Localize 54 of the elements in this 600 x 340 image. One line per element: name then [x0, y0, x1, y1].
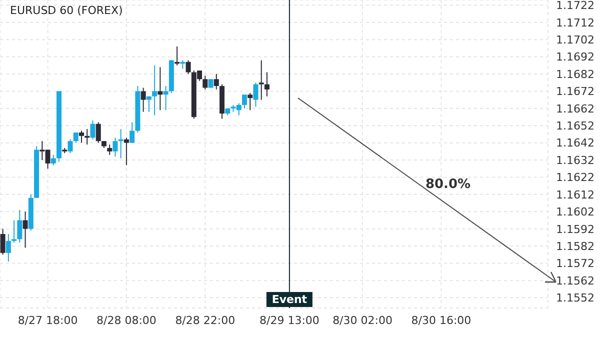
- candlestick: [202, 75, 208, 90]
- x-tick-label: 8/29 13:00: [260, 314, 320, 327]
- y-tick-label: 1.1672: [556, 85, 594, 98]
- y-tick-label: 1.1552: [556, 292, 594, 305]
- y-tick-label: 1.1582: [556, 240, 594, 253]
- y-tick-label: 1.1602: [556, 206, 594, 219]
- chart-title: EURUSD 60 (FOREX): [10, 4, 123, 17]
- candlestick: [258, 60, 264, 100]
- candlestick: [264, 72, 270, 97]
- y-tick-label: 1.1692: [556, 50, 594, 64]
- candlestick: [78, 130, 84, 144]
- y-tick-label: 1.1612: [556, 188, 594, 202]
- y-tick-label: 1.1572: [556, 257, 594, 270]
- annotation: 80.0%: [425, 177, 471, 192]
- candlestick: [0, 228, 6, 256]
- candlestick: [248, 92, 253, 111]
- candlestick: [107, 144, 112, 156]
- x-tick-label: 8/27 18:00: [18, 314, 78, 327]
- y-tick-label: 1.1702: [556, 33, 594, 46]
- candlestick: [96, 122, 101, 144]
- candlestick: [163, 86, 168, 111]
- x-tick-label: 8/30 02:00: [332, 314, 392, 327]
- candlestick: [17, 209, 22, 244]
- candlestick: [124, 137, 129, 166]
- candlestick: [130, 122, 135, 144]
- candlestick: [152, 64, 158, 116]
- candlestick: [214, 73, 219, 90]
- y-tick-label: 1.1682: [556, 68, 594, 81]
- ref-line-label: Event: [272, 293, 308, 306]
- candlestick: [140, 87, 146, 112]
- candlestick: [22, 211, 28, 248]
- candlestick: [6, 234, 11, 262]
- candlestick: [158, 66, 163, 111]
- candlestick: [242, 94, 247, 109]
- y-tick-label: 1.1662: [556, 102, 594, 116]
- candlestick: [50, 154, 56, 166]
- x-tick-label: 8/28 08:00: [96, 314, 156, 327]
- x-tick-label: 8/28 22:00: [175, 314, 236, 327]
- y-tick-label: 1.1722: [556, 0, 594, 12]
- y-tick-label: 1.1712: [556, 16, 594, 30]
- candlestick: [12, 220, 17, 244]
- candlestick: [186, 60, 191, 74]
- candlestick: [112, 137, 118, 158]
- y-tick-label: 1.1622: [556, 171, 594, 184]
- candlestick: [253, 82, 258, 108]
- x-tick-label: 8/30 16:00: [411, 314, 472, 327]
- y-tick-label: 1.1562: [556, 274, 594, 288]
- y-tick-label: 1.1642: [556, 136, 594, 150]
- candlestick: [68, 138, 73, 154]
- y-tick-label: 1.1632: [556, 154, 594, 167]
- y-tick-label: 1.1652: [556, 120, 594, 133]
- candlestick: [90, 120, 96, 140]
- y-tick-label: 1.1592: [556, 222, 594, 236]
- candlestick: [146, 96, 152, 112]
